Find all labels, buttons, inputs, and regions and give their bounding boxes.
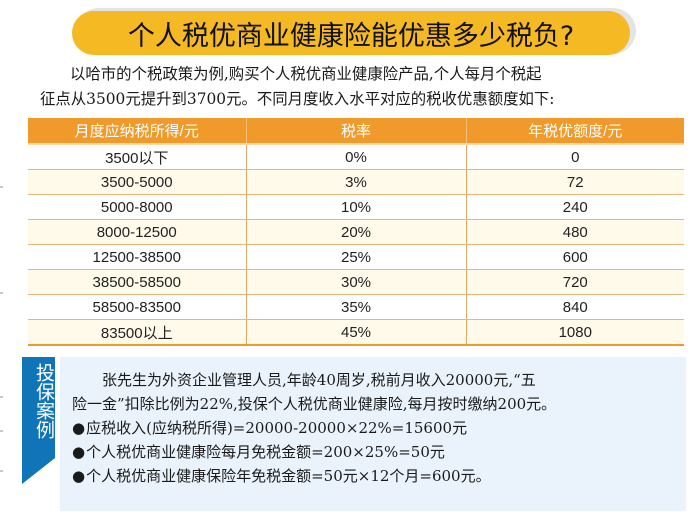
header-annual-benefit: 年税优额度/元 — [465, 118, 684, 145]
table-row: 8000-12500 20% 480 — [28, 219, 684, 245]
calculation-bullet: ●应税收入(应纳税所得)=20000-20000×22%=15600元 — [72, 416, 682, 440]
table-row: 3500以下 0% 0 — [28, 144, 684, 170]
income-cell: 8000-12500 — [28, 219, 246, 245]
table-row: 38500-58500 30% 720 — [28, 269, 684, 295]
bullet-dot-icon: ● — [72, 443, 86, 461]
income-cell: 83500以上 — [28, 319, 246, 346]
benefit-cell: 0 — [465, 144, 684, 170]
edge-mark — [0, 430, 3, 432]
rate-cell: 45% — [245, 319, 466, 346]
benefit-cell: 840 — [465, 294, 684, 320]
header-tax-rate: 税率 — [245, 118, 466, 145]
calculation-bullet: ●个人税优商业健康险每月免税金额=200×25%=50元 — [72, 440, 682, 464]
table-row: 83500以上 45% 1080 — [28, 319, 684, 346]
ribbon-shape-icon — [22, 357, 55, 484]
page-title: 个人税优商业健康险能优惠多少税负? — [127, 20, 575, 52]
income-cell: 3500-5000 — [28, 169, 246, 195]
bullet-text: 个人税优商业健康保险年免税金额=50元×12个月=600元。 — [86, 467, 491, 485]
intro-line-1: 以哈市的个税政策为例,购买个人税优商业健康险产品,个人每月个税起 — [70, 65, 542, 83]
rate-cell: 35% — [245, 294, 466, 320]
intro-line-2: 征点从3500元提升到3700元。不同月度收入水平对应的税收优惠额度如下: — [40, 90, 555, 108]
benefit-cell: 1080 — [465, 319, 684, 346]
edge-mark — [0, 396, 3, 398]
table-header-row: 月度应纳税所得/元 税率 年税优额度/元 — [28, 118, 684, 145]
table-row: 5000-8000 10% 240 — [28, 194, 684, 220]
rate-cell: 25% — [245, 244, 466, 270]
header-monthly-taxable-income: 月度应纳税所得/元 — [28, 118, 246, 145]
bullet-text: 个人税优商业健康险每月免税金额=200×25%=50元 — [86, 443, 445, 461]
income-cell: 58500-83500 — [28, 294, 246, 320]
tax-benefit-table: 月度应纳税所得/元 税率 年税优额度/元 3500以下 0% 0 3500-50… — [28, 118, 684, 346]
case-description-line-2: 险一金”扣除比例为22%,投保个人税优商业健康险,每月按时缴纳200元。 — [72, 395, 557, 413]
table-row: 58500-83500 35% 840 — [28, 294, 684, 320]
case-study-tab: 投保案例 — [22, 357, 55, 485]
table-row: 12500-38500 25% 600 — [28, 244, 684, 270]
case-study-tab-label: 投保案例 — [33, 363, 55, 439]
table-row: 3500-5000 3% 72 — [28, 169, 684, 195]
case-study-box — [60, 357, 686, 511]
edge-mark — [0, 186, 3, 188]
income-cell: 12500-38500 — [28, 244, 246, 270]
calculation-bullet: ●个人税优商业健康保险年免税金额=50元×12个月=600元。 — [72, 464, 682, 488]
income-cell: 3500以下 — [28, 144, 246, 170]
edge-mark — [0, 292, 3, 294]
rate-cell: 20% — [245, 219, 466, 245]
rate-cell: 30% — [245, 269, 466, 295]
rate-cell: 0% — [245, 144, 466, 170]
benefit-cell: 720 — [465, 269, 684, 295]
rate-cell: 10% — [245, 194, 466, 220]
intro-paragraph: 以哈市的个税政策为例,购买个人税优商业健康险产品,个人每月个税起 征点从3500… — [40, 62, 685, 112]
benefit-cell: 72 — [465, 169, 684, 195]
bullet-dot-icon: ● — [72, 419, 86, 437]
benefit-cell: 480 — [465, 219, 684, 245]
case-description: 张先生为外资企业管理人员,年龄40周岁,税前月收入20000元,“五 险一金”扣… — [72, 368, 682, 416]
benefit-cell: 240 — [465, 194, 684, 220]
rate-cell: 3% — [245, 169, 466, 195]
case-study-content: 张先生为外资企业管理人员,年龄40周岁,税前月收入20000元,“五 险一金”扣… — [72, 368, 682, 488]
edge-mark — [0, 470, 3, 472]
case-description-line-1: 张先生为外资企业管理人员,年龄40周岁,税前月收入20000元,“五 — [102, 371, 536, 389]
benefit-cell: 600 — [465, 244, 684, 270]
income-cell: 5000-8000 — [28, 194, 246, 220]
bullet-text: 应税收入(应纳税所得)=20000-20000×22%=15600元 — [86, 419, 468, 437]
bullet-dot-icon: ● — [72, 467, 86, 485]
title-banner: 个人税优商业健康险能优惠多少税负? — [72, 11, 630, 55]
income-cell: 38500-58500 — [28, 269, 246, 295]
